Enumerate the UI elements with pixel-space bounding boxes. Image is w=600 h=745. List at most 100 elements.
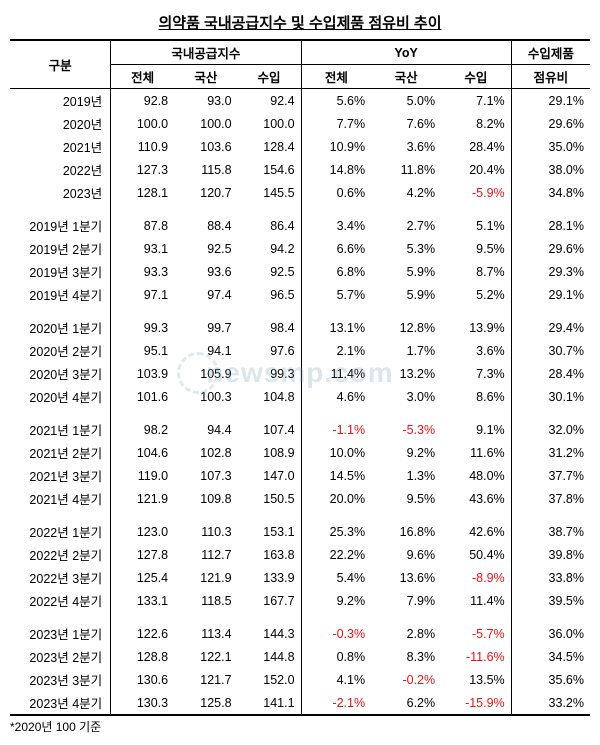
row-label: 2019년 4분기 xyxy=(10,283,111,306)
cell-index: 107.4 xyxy=(238,418,302,441)
row-label: 2021년 3분기 xyxy=(10,464,111,487)
cell-yoy: 7.3% xyxy=(441,362,511,385)
cell-yoy: 5.7% xyxy=(301,283,371,306)
cell-index: 103.9 xyxy=(111,362,174,385)
data-table: 구분 국내공급지수 YoY 수입제품 전체 국산 수입 전체 국산 수입 점유비… xyxy=(10,39,590,716)
cell-yoy: 9.1% xyxy=(441,418,511,441)
cell-yoy: 20.0% xyxy=(301,487,371,510)
cell-yoy: 11.4% xyxy=(301,362,371,385)
cell-index: 100.0 xyxy=(174,112,237,135)
table-body: 2019년92.893.092.45.6%5.0%7.1%29.1%2020년1… xyxy=(10,89,590,716)
cell-index: 94.1 xyxy=(174,339,237,362)
cell-yoy: 10.0% xyxy=(301,441,371,464)
row-label: 2020년 1분기 xyxy=(10,316,111,339)
cell-yoy: -15.9% xyxy=(441,691,511,715)
cell-share: 34.8% xyxy=(511,181,590,204)
cell-index: 102.8 xyxy=(174,441,237,464)
table-row: 2020년 4분기101.6100.3104.84.6%3.0%8.6%30.1… xyxy=(10,385,590,408)
cell-yoy: 13.6% xyxy=(371,566,441,589)
cell-index: 97.1 xyxy=(111,283,174,306)
row-label: 2023년 1분기 xyxy=(10,622,111,645)
cell-yoy: 5.4% xyxy=(301,566,371,589)
cell-yoy: 8.7% xyxy=(441,260,511,283)
row-label: 2019년 xyxy=(10,89,111,113)
row-label: 2020년 3분기 xyxy=(10,362,111,385)
cell-yoy: 6.6% xyxy=(301,237,371,260)
cell-index: 122.6 xyxy=(111,622,174,645)
cell-share: 33.8% xyxy=(511,566,590,589)
cell-index: 115.8 xyxy=(174,158,237,181)
cell-index: 127.8 xyxy=(111,543,174,566)
col-index-total: 전체 xyxy=(111,65,174,89)
cell-share: 28.4% xyxy=(511,362,590,385)
cell-index: 93.3 xyxy=(111,260,174,283)
row-label: 2021년 4분기 xyxy=(10,487,111,510)
table-row: 2023년 2분기128.8122.1144.80.8%8.3%-11.6%34… xyxy=(10,645,590,668)
cell-yoy: 3.4% xyxy=(301,214,371,237)
cell-yoy: -5.3% xyxy=(371,418,441,441)
cell-index: 110.9 xyxy=(111,135,174,158)
col-yoy-import: 수입 xyxy=(441,65,511,89)
cell-yoy: 42.6% xyxy=(441,520,511,543)
cell-index: 125.4 xyxy=(111,566,174,589)
cell-share: 31.2% xyxy=(511,441,590,464)
spacer-row xyxy=(10,510,590,520)
footnote: *2020년 100 기준 xyxy=(10,716,590,735)
cell-yoy: 0.6% xyxy=(301,181,371,204)
cell-index: 121.7 xyxy=(174,668,237,691)
cell-share: 29.1% xyxy=(511,283,590,306)
cell-index: 119.0 xyxy=(111,464,174,487)
cell-share: 32.0% xyxy=(511,418,590,441)
row-label: 2021년 xyxy=(10,135,111,158)
cell-yoy: 4.2% xyxy=(371,181,441,204)
cell-index: 100.0 xyxy=(111,112,174,135)
cell-index: 153.1 xyxy=(238,520,302,543)
table-row: 2023년 3분기130.6121.7152.04.1%-0.2%13.5%35… xyxy=(10,668,590,691)
cell-yoy: 11.8% xyxy=(371,158,441,181)
cell-yoy: 8.3% xyxy=(371,645,441,668)
cell-yoy: 50.4% xyxy=(441,543,511,566)
table-row: 2020년100.0100.0100.07.7%7.6%8.2%29.6% xyxy=(10,112,590,135)
cell-yoy: 8.6% xyxy=(441,385,511,408)
table-row: 2019년 4분기97.197.496.55.7%5.9%5.2%29.1% xyxy=(10,283,590,306)
cell-yoy: 1.7% xyxy=(371,339,441,362)
table-header: 구분 국내공급지수 YoY 수입제품 전체 국산 수입 전체 국산 수입 점유비 xyxy=(10,40,590,89)
cell-yoy: 7.1% xyxy=(441,89,511,113)
cell-yoy: 12.8% xyxy=(371,316,441,339)
cell-share: 36.0% xyxy=(511,622,590,645)
cell-yoy: 3.6% xyxy=(441,339,511,362)
cell-yoy: 9.2% xyxy=(371,441,441,464)
row-label: 2019년 1분기 xyxy=(10,214,111,237)
table-row: 2019년 2분기93.192.594.26.6%5.3%9.5%29.6% xyxy=(10,237,590,260)
row-label: 2023년 2분기 xyxy=(10,645,111,668)
colgroup-yoy: YoY xyxy=(301,40,511,65)
cell-index: 128.1 xyxy=(111,181,174,204)
spacer-row xyxy=(10,204,590,214)
cell-yoy: 7.7% xyxy=(301,112,371,135)
cell-yoy: 5.3% xyxy=(371,237,441,260)
table-row: 2020년 3분기103.9105.999.311.4%13.2%7.3%28.… xyxy=(10,362,590,385)
cell-yoy: 22.2% xyxy=(301,543,371,566)
cell-index: 107.3 xyxy=(174,464,237,487)
page-container: newsmp.com 의약품 국내공급지수 및 수입제품 점유비 추이 구분 국… xyxy=(0,0,600,745)
cell-index: 144.8 xyxy=(238,645,302,668)
cell-share: 29.6% xyxy=(511,237,590,260)
cell-yoy: 48.0% xyxy=(441,464,511,487)
table-row: 2022년 1분기123.0110.3153.125.3%16.8%42.6%3… xyxy=(10,520,590,543)
cell-share: 37.7% xyxy=(511,464,590,487)
cell-yoy: 11.4% xyxy=(441,589,511,612)
row-label: 2021년 1분기 xyxy=(10,418,111,441)
cell-index: 154.6 xyxy=(238,158,302,181)
cell-yoy: 25.3% xyxy=(301,520,371,543)
cell-share: 28.1% xyxy=(511,214,590,237)
cell-index: 108.9 xyxy=(238,441,302,464)
cell-index: 121.9 xyxy=(174,566,237,589)
cell-index: 141.1 xyxy=(238,691,302,715)
cell-yoy: -5.7% xyxy=(441,622,511,645)
cell-index: 147.0 xyxy=(238,464,302,487)
cell-index: 92.8 xyxy=(111,89,174,113)
cell-yoy: -1.1% xyxy=(301,418,371,441)
col-share: 점유비 xyxy=(511,65,590,89)
cell-share: 33.2% xyxy=(511,691,590,715)
cell-index: 97.4 xyxy=(174,283,237,306)
